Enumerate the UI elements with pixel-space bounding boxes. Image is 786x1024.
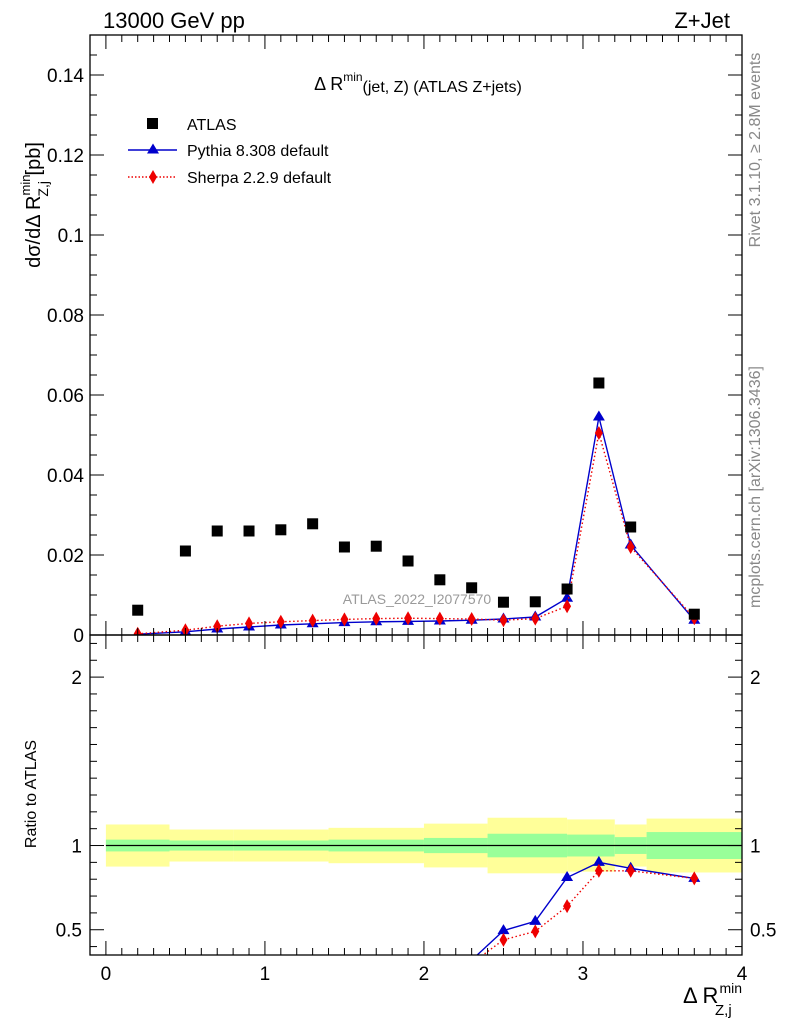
x-tick-label: 4 [737,964,748,985]
ratio-y-tick-label-right: 0.5 [750,921,776,942]
header-left-label: 13000 GeV pp [103,8,245,33]
x-label-sub: Z,j [715,1002,732,1019]
main-sherpa-2-2-9-default-point [213,619,222,634]
x-label-sup: min [719,980,742,996]
main-sherpa-2-2-9-default-point [435,611,444,626]
legend-pythia-marker [147,143,159,154]
main-panel: ATLAS_2022_I2077570 0 0.02 0.04 0.06 0.08 0.1… [18,34,743,647]
main-title: Δ Rmin(jet, Z) (ATLAS Z+jets) [314,70,522,96]
main-atlas-point [688,608,700,620]
main-sherpa-2-2-9-default-point [563,599,572,614]
legend-sherpa-label: Sherpa 2.2.9 default [187,170,332,187]
main-sherpa-2-2-9-default-point [467,612,476,626]
x-tick-label: 0 [101,964,112,985]
ratio-y-tick-label: 0.5 [56,921,82,942]
ratio-pythia-8-308-default-point [561,871,574,882]
mcplots-source-label: mcplots.cern.ch [arXiv:1306.3436] [747,366,764,608]
main-sherpa-2-2-9-default-point [531,611,540,626]
ratio-panel: 0 1 2 3 4 0.5 0.5 1 1 2 2 Ratio to ATLAS Δ Rmin Z,j [23,634,776,1019]
ratio-sherpa-2-2-9-default-point [531,924,540,939]
main-y-tick-label: 0.06 [47,386,84,407]
main-atlas-point [593,377,605,389]
ratio-sherpa-2-2-9-default-point [594,863,603,878]
main-atlas-point [466,582,478,594]
ratio-sherpa-2-2-9-default-point [690,871,699,886]
main-y-label-pre: dσ/dΔ R [23,196,45,268]
main-pythia-8-308-default-point [592,410,605,421]
legend: ATLAS Pythia 8.308 default Sherpa 2.2.9 … [128,117,332,187]
main-y-axis-label: dσ/dΔ Rmin Z,j [pb] [18,142,51,268]
main-sherpa-2-2-9-default-point [340,612,349,627]
main-y-tick-label: 0 [73,626,84,647]
main-sherpa-2-2-9-default-point [245,616,254,631]
ratio-y-tick-label-right: 2 [750,668,761,689]
ratio-y-tick-label: 1 [71,837,82,858]
ratio-y-axis-label: Ratio to ATLAS [23,740,40,848]
x-tick-label: 3 [578,964,589,985]
main-atlas-point [338,541,350,553]
ratio-sherpa-2-2-9-default-point [499,932,508,947]
ratio-axes: 0 1 2 3 4 0.5 0.5 1 1 2 2 [56,635,776,985]
main-atlas-point [179,545,191,557]
watermark-label: ATLAS_2022_I2077570 [343,591,492,607]
main-atlas-point [561,583,573,595]
ratio-sherpa-2-2-9-default-point [468,956,476,970]
main-sherpa-2-2-9-default-point [626,540,635,554]
ratio-marks [468,855,701,970]
main-atlas-point [434,574,446,586]
header-right-label: Z+Jet [674,8,730,33]
main-atlas-point [497,596,509,608]
legend-pythia-label: Pythia 8.308 default [187,143,329,160]
main-y-label-sub: Z,j [35,181,51,197]
main-marks [132,377,701,635]
rivet-version-label: Rivet 3.1.10, ≥ 2.8M events [747,53,764,248]
main-y-label-post: [pb] [23,142,45,181]
main-atlas-point [402,555,414,567]
x-tick-label: 2 [419,964,430,985]
main-atlas-point [625,521,637,533]
main-title-sup: min [343,70,362,84]
ratio-uncertainty-bands [105,817,742,874]
main-atlas-point [307,518,319,530]
main-atlas-point [243,525,255,537]
x-axis-label: Δ Rmin Z,j [683,980,742,1019]
ratio-pythia-8-308-default-point [592,855,605,866]
main-atlas-point [132,604,144,616]
legend-atlas-label: ATLAS [187,117,237,134]
main-y-tick-label: 0.14 [47,66,84,87]
main-sherpa-2-2-9-default-point [594,426,603,440]
main-pythia-8-308-default-point [561,591,574,602]
x-label-pre: Δ R [683,983,718,1008]
main-sherpa-2-2-9-default-line [137,432,695,635]
main-sherpa-2-2-9-default-point [372,611,381,626]
x-tick-label: 1 [260,964,271,985]
main-y-tick-label: 0.04 [47,466,84,487]
legend-atlas-marker [147,118,158,129]
main-title-pre: Δ R [314,74,343,94]
main-y-tick-label: 0.08 [47,306,84,327]
main-atlas-point [275,524,287,536]
main-sherpa-2-2-9-default-point [499,613,508,628]
ratio-y-tick-label: 2 [71,668,82,689]
main-sherpa-2-2-9-default-point [308,613,317,628]
main-sherpa-2-2-9-default-point [404,611,413,626]
legend-sherpa-marker [149,170,157,184]
ratio-sherpa-2-2-9-default-point [626,863,635,878]
main-title-sub: (jet, Z) (ATLAS Z+jets) [363,79,522,96]
main-y-tick-label: 0.12 [47,146,84,167]
main-y-label-sup: min [18,175,33,196]
ratio-pythia-8-308-default-point [529,914,542,925]
main-atlas-point [370,540,382,552]
main-atlas-point [529,596,541,608]
ratio-y-tick-label-right: 1 [750,837,761,858]
ratio-frame [89,634,743,956]
main-axes: 0 0.02 0.04 0.06 0.08 0.1 0.12 0.14 [47,34,743,647]
main-atlas-point [211,525,223,537]
ratio-pythia-8-308-default-point [497,924,510,935]
main-y-tick-label: 0.1 [58,226,84,247]
ratio-sherpa-2-2-9-default-point [563,899,572,914]
main-y-tick-label: 0.02 [47,546,84,567]
main-sherpa-2-2-9-default-point [276,614,285,629]
